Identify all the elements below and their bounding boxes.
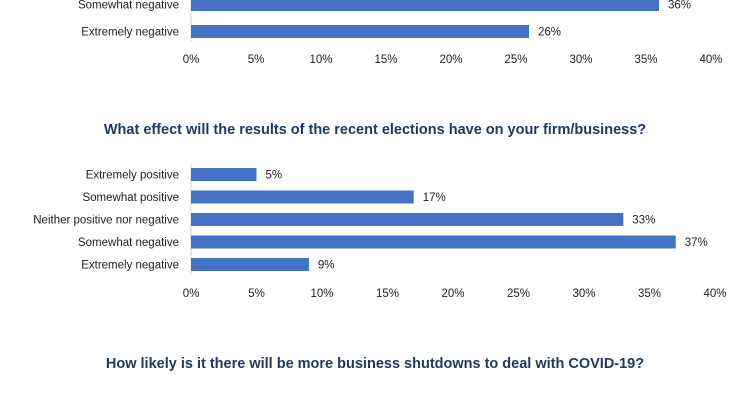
chart2-bar [191, 190, 414, 204]
chart1-tick-label: 5% [248, 54, 265, 66]
chart2-value-label: 17% [423, 192, 446, 204]
chart1-category-label: Somewhat negative [78, 0, 179, 12]
chart2-tick-label: 40% [703, 288, 726, 300]
chart1-bar [191, 25, 529, 38]
chart2-tick-label: 25% [507, 288, 530, 300]
chart1-bar [191, 0, 659, 11]
chart3-title: How likely is it there will be more busi… [106, 356, 644, 372]
chart2-tick-label: 30% [572, 288, 595, 300]
chart2-category-label: Extremely positive [86, 170, 179, 182]
chart1-tick-label: 10% [309, 54, 332, 66]
chart2-bar [191, 213, 624, 226]
chart2-category-label: Somewhat positive [82, 192, 179, 204]
chart2-category-label: Neither positive nor negative [33, 215, 179, 227]
chart1-value-label: 26% [538, 27, 561, 39]
chart2-value-label: 37% [685, 237, 708, 249]
chart1-tick-label: 25% [504, 54, 527, 66]
chart1-tick-label: 30% [569, 54, 592, 66]
chart1-tick-label: 40% [699, 54, 722, 66]
chart2-title: What effect will the results of the rece… [104, 122, 646, 138]
chart2-value-label: 5% [266, 170, 283, 182]
chart2-category-label: Somewhat negative [78, 237, 179, 249]
chart2-tick-label: 5% [248, 288, 265, 300]
chart2-tick-label: 15% [376, 288, 399, 300]
chart2-tick-label: 20% [441, 288, 464, 300]
chart1-tick-label: 15% [374, 54, 397, 66]
chart2-bar [191, 235, 676, 249]
chart2-bar [191, 258, 309, 271]
chart2-value-label: 9% [318, 260, 335, 272]
chart2-tick-label: 35% [638, 288, 661, 300]
chart1-value-label: 36% [668, 0, 691, 12]
chart2-tick-label: 10% [310, 288, 333, 300]
chart2-value-label: 33% [632, 215, 655, 227]
chart2-bar [191, 168, 257, 181]
chart1-tick-label: 35% [634, 54, 657, 66]
chart2-category-label: Extremely negative [81, 260, 179, 272]
chart1-category-label: Extremely negative [81, 27, 179, 39]
chart1-tick-label: 0% [183, 54, 200, 66]
chart1-tick-label: 20% [439, 54, 462, 66]
chart2-tick-label: 0% [183, 288, 200, 300]
